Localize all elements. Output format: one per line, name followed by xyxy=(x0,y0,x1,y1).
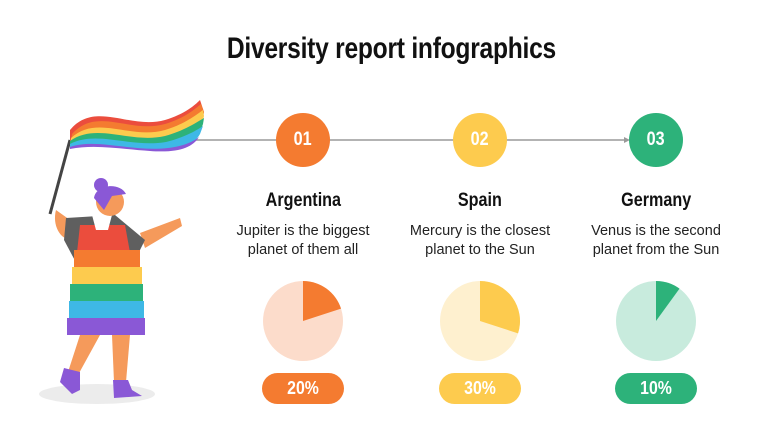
percent-badge: 30% xyxy=(439,373,521,404)
pie-value-slice xyxy=(656,281,680,321)
page-title: Diversity report infographics xyxy=(226,32,556,65)
step-description: Venus is the second planet from the Sun xyxy=(591,223,721,258)
step-description: Mercury is the closest planet to the Sun xyxy=(409,223,551,258)
country-name: Germany xyxy=(620,190,692,211)
country-name: Argentina xyxy=(265,190,341,211)
percent-badge: 10% xyxy=(615,373,697,404)
step-number-badge: 03 xyxy=(629,113,683,167)
percent-badge: 20% xyxy=(262,373,344,404)
pie-chart xyxy=(616,281,696,361)
pie-chart xyxy=(440,281,520,361)
woman-with-rainbow-flag-illustration xyxy=(39,100,204,404)
country-name: Spain xyxy=(458,190,502,211)
pie-chart xyxy=(263,281,343,361)
pie-value-slice xyxy=(480,281,520,334)
step-description: Jupiter is the biggest planet of them all xyxy=(236,223,370,258)
step-number-badge: 02 xyxy=(453,113,507,167)
step-number-badge: 01 xyxy=(276,113,330,167)
arrow-head-icon xyxy=(624,137,630,143)
pie-value-slice xyxy=(303,281,342,321)
